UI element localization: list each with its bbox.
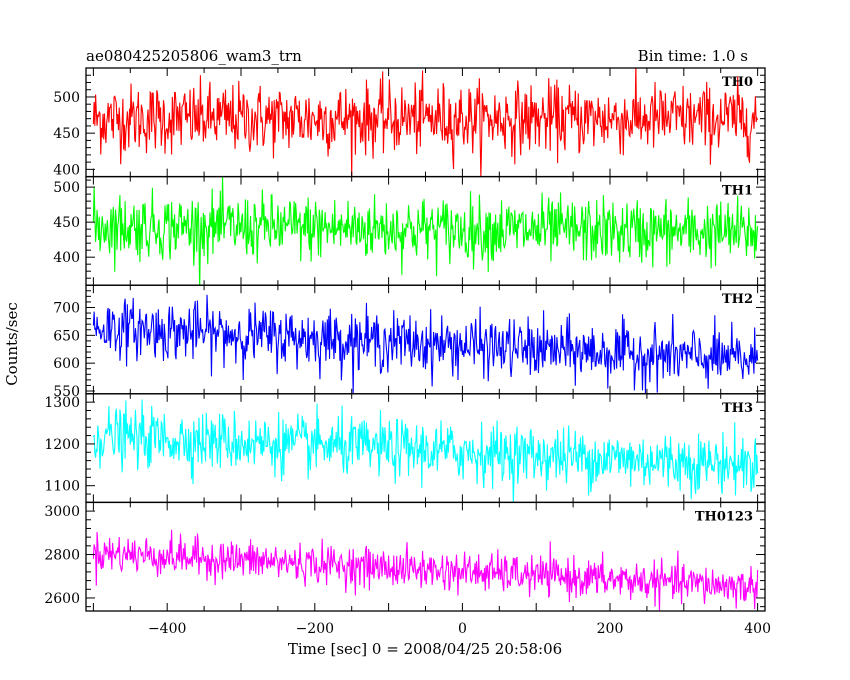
y-tick-label: 500 [53,180,80,196]
x-tick-label: −400 [148,621,186,637]
series-line-th2 [92,294,759,394]
y-tick-label: 700 [53,300,80,316]
y-tick-label: 2600 [44,591,80,607]
y-tick-label: 500 [53,90,80,106]
bin-time-label: Bin time: 1.0 s [638,47,748,65]
y-tick-label: 1300 [44,395,80,411]
panel-label-th2: TH2 [722,292,753,307]
panel-th1: 400 450 500 TH1 [53,175,766,286]
panel-label-th3: TH3 [722,401,753,416]
y-tick-label: 3000 [44,504,80,520]
y-axis-label: Counts/sec [3,302,21,386]
panel-frame [85,501,766,612]
panels-group: 400 450 500 TH0 400 450 500 TH1 550 600 650 700 TH2 1… [44,67,766,612]
y-tick-label: 2800 [44,548,80,564]
panel-th2: 550 600 650 700 TH2 [53,284,766,400]
panel-label-th0: TH0 [722,75,753,90]
y-tick-label: 400 [53,250,80,266]
x-axis: −400 −200 0 200 400 [148,621,771,637]
y-tick-label: 1200 [44,437,80,453]
y-tick-label: 1100 [44,479,80,495]
x-tick-label: 200 [597,621,624,637]
panel-label-th1: TH1 [722,184,753,199]
x-tick-label: 0 [458,621,467,637]
series-line-th3 [92,399,759,503]
y-tick-label: 550 [53,384,80,400]
chart-title: ae080425205806_wam3_trn [86,47,302,65]
series-line-th0 [92,68,759,177]
panel-label-th0123: TH0123 [695,509,753,524]
x-tick-label: 400 [744,621,771,637]
y-tick-label: 400 [53,162,80,178]
y-tick-label: 600 [53,356,80,372]
y-tick-label: 650 [53,328,80,344]
x-axis-label: Time [sec] 0 = 2008/04/25 20:58:06 [288,640,562,658]
x-tick-label: −200 [296,621,334,637]
y-tick-label: 450 [53,215,80,231]
series-line-th1 [92,176,759,286]
panel-th0: 400 450 500 TH0 [53,67,766,178]
y-tick-label: 450 [53,126,80,142]
panel-th3: 1100 1200 1300 TH3 [44,393,766,504]
panel-th0123: 2600 2800 3000 TH0123 [44,501,766,612]
series-line-th0123 [92,529,759,611]
